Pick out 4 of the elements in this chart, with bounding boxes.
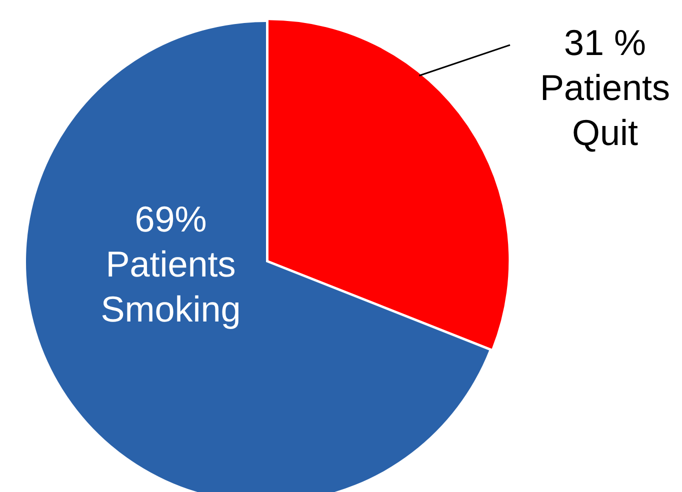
slice-label: Patients Smoking <box>100 244 241 330</box>
data-label: 69% <box>134 198 207 240</box>
data-label: 31 % <box>564 22 646 63</box>
slice-label: Patients Quit <box>540 66 670 153</box>
